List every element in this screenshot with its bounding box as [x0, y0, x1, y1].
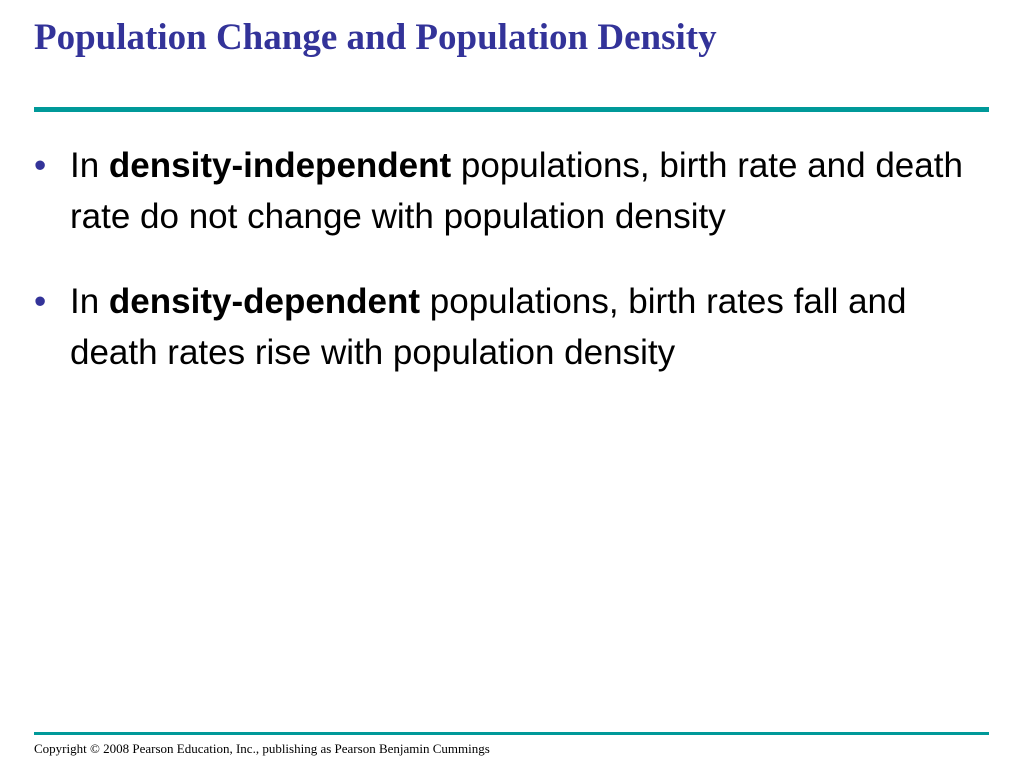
- footer-divider: [34, 732, 989, 735]
- bullet-item-density-independent: • In density-independent populations, bi…: [34, 140, 994, 242]
- bullet-icon: •: [34, 282, 47, 321]
- title-divider: [34, 107, 989, 112]
- bullet-icon: •: [34, 146, 47, 185]
- bullet-prefix: In: [70, 282, 109, 321]
- bullet-rest: populations, birth rate and death rate d…: [70, 146, 963, 236]
- bullet-rest: populations, birth rates fall and death …: [70, 282, 907, 372]
- copyright-footer: Copyright © 2008 Pearson Education, Inc.…: [34, 741, 490, 756]
- bullet-item-density-dependent: • In density-dependent populations, birt…: [34, 276, 994, 378]
- bullet-prefix: In: [70, 146, 109, 185]
- bullet-text: In density-independent populations, birt…: [70, 146, 963, 236]
- bullet-term: density-dependent: [108, 282, 421, 321]
- bullet-text: In density-dependent populations, birth …: [70, 282, 906, 372]
- slide-title: Population Change and Population Density: [34, 17, 717, 58]
- bullet-term: density-independent: [108, 146, 452, 185]
- bullet-list: • In density-independent populations, bi…: [34, 140, 994, 412]
